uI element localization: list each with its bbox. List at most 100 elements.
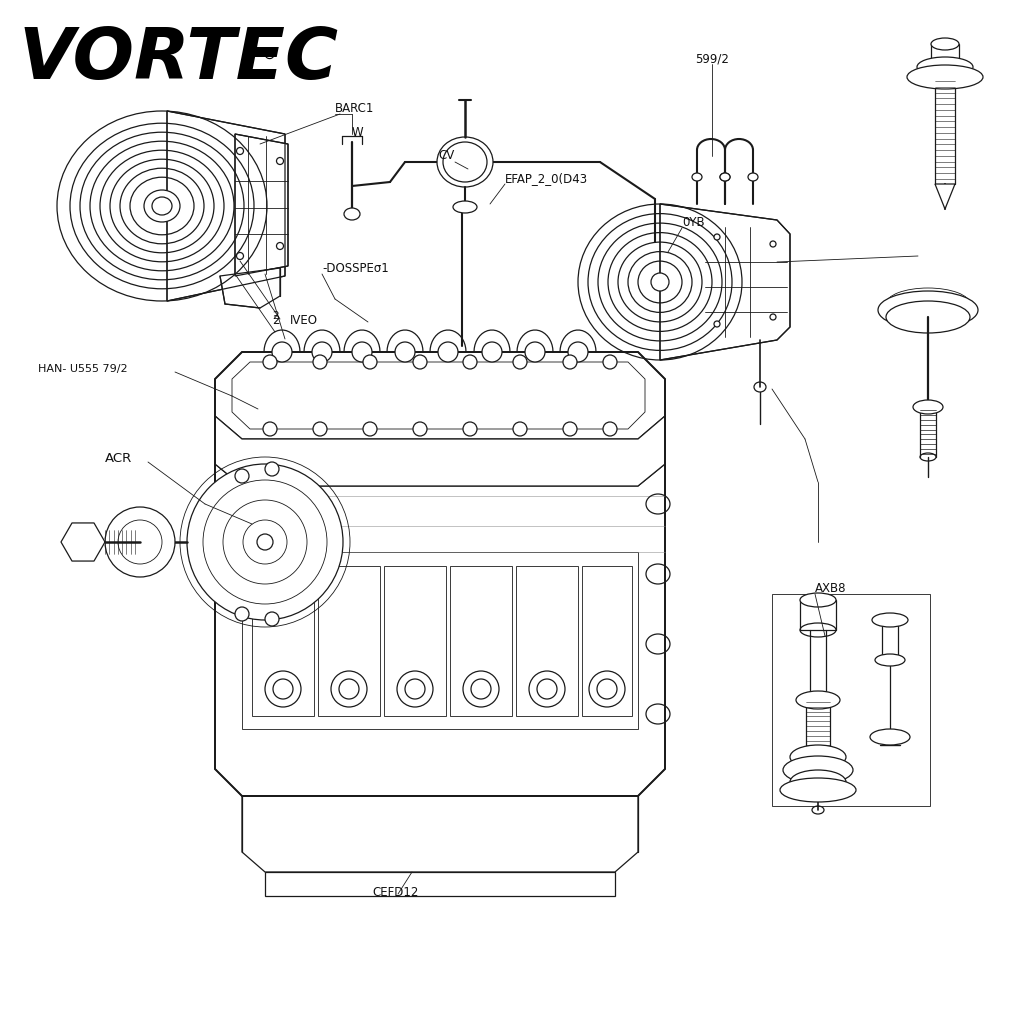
Polygon shape [242, 796, 638, 872]
Circle shape [352, 342, 372, 362]
Circle shape [105, 507, 175, 577]
Polygon shape [318, 566, 380, 716]
Polygon shape [167, 111, 285, 301]
Circle shape [603, 355, 617, 369]
Text: BARC1: BARC1 [335, 102, 375, 115]
Circle shape [272, 342, 292, 362]
Polygon shape [220, 268, 280, 308]
Circle shape [589, 671, 625, 707]
Circle shape [714, 234, 720, 240]
Circle shape [276, 243, 284, 250]
Polygon shape [215, 352, 665, 439]
Polygon shape [935, 184, 955, 209]
Polygon shape [450, 566, 512, 716]
Circle shape [234, 607, 249, 621]
Ellipse shape [344, 208, 360, 220]
Circle shape [438, 342, 458, 362]
Text: VORTEC: VORTEC [18, 25, 338, 94]
Circle shape [714, 321, 720, 327]
Text: EFAP_2_0(D43: EFAP_2_0(D43 [505, 172, 588, 185]
Circle shape [513, 422, 527, 436]
Ellipse shape [796, 691, 840, 709]
Text: CEFD12: CEFD12 [372, 886, 419, 899]
Text: ®: ® [262, 47, 278, 62]
Circle shape [525, 342, 545, 362]
Circle shape [257, 534, 273, 550]
Circle shape [568, 342, 588, 362]
Circle shape [603, 422, 617, 436]
Polygon shape [252, 566, 314, 716]
Polygon shape [582, 566, 632, 716]
Text: 0YB: 0YB [682, 216, 705, 229]
Ellipse shape [144, 190, 180, 222]
Circle shape [770, 241, 776, 247]
Ellipse shape [870, 729, 910, 745]
Text: 2: 2 [272, 314, 280, 327]
Circle shape [529, 671, 565, 707]
Ellipse shape [692, 173, 702, 181]
Ellipse shape [780, 778, 856, 802]
Text: W: W [352, 126, 364, 139]
Circle shape [265, 612, 279, 626]
Polygon shape [61, 523, 105, 561]
Circle shape [463, 355, 477, 369]
Ellipse shape [918, 57, 973, 77]
Ellipse shape [886, 288, 970, 321]
Polygon shape [232, 362, 645, 429]
Polygon shape [215, 464, 665, 796]
Circle shape [237, 253, 244, 259]
Text: HAN- U555 79/2: HAN- U555 79/2 [38, 364, 128, 374]
Polygon shape [516, 566, 578, 716]
Ellipse shape [878, 291, 978, 329]
Text: 2: 2 [272, 311, 279, 321]
Circle shape [397, 671, 433, 707]
Ellipse shape [800, 593, 836, 607]
Text: ACR: ACR [105, 452, 132, 465]
Circle shape [413, 422, 427, 436]
Circle shape [234, 469, 249, 483]
Ellipse shape [913, 400, 943, 414]
Circle shape [237, 147, 244, 155]
Text: 599/2: 599/2 [695, 52, 729, 65]
Polygon shape [931, 44, 959, 63]
Circle shape [263, 355, 278, 369]
Ellipse shape [931, 38, 959, 50]
Ellipse shape [720, 173, 730, 181]
Circle shape [265, 671, 301, 707]
Polygon shape [384, 566, 446, 716]
Circle shape [263, 422, 278, 436]
Text: AXB8: AXB8 [815, 582, 847, 595]
Circle shape [513, 355, 527, 369]
Polygon shape [215, 416, 665, 486]
Ellipse shape [872, 613, 908, 627]
Circle shape [187, 464, 343, 620]
Ellipse shape [437, 137, 493, 187]
Ellipse shape [907, 65, 983, 89]
Circle shape [265, 462, 279, 476]
Circle shape [563, 355, 577, 369]
Ellipse shape [874, 654, 905, 666]
Circle shape [413, 355, 427, 369]
Circle shape [563, 422, 577, 436]
Circle shape [362, 422, 377, 436]
Circle shape [331, 671, 367, 707]
Ellipse shape [748, 173, 758, 181]
Polygon shape [234, 134, 288, 276]
Circle shape [362, 355, 377, 369]
Ellipse shape [453, 201, 477, 213]
Ellipse shape [720, 173, 730, 181]
Circle shape [313, 355, 327, 369]
Circle shape [313, 422, 327, 436]
Polygon shape [242, 552, 638, 729]
Ellipse shape [790, 770, 846, 794]
Circle shape [463, 671, 499, 707]
Ellipse shape [783, 756, 853, 784]
Circle shape [770, 314, 776, 319]
Circle shape [463, 422, 477, 436]
Ellipse shape [886, 301, 970, 333]
Polygon shape [660, 204, 790, 360]
Circle shape [395, 342, 415, 362]
Text: IVEO: IVEO [290, 314, 318, 327]
Polygon shape [800, 600, 836, 630]
Circle shape [482, 342, 502, 362]
